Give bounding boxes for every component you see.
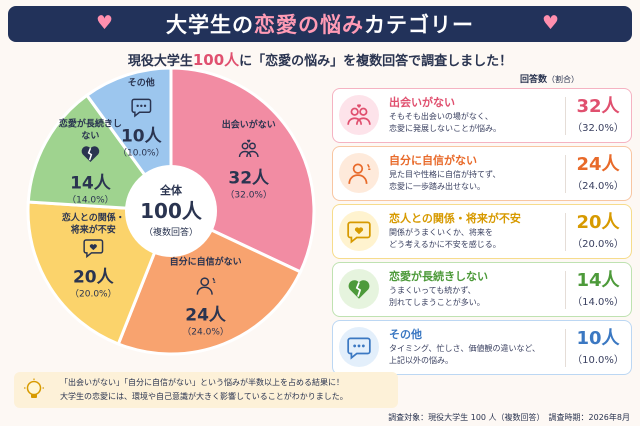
heart-icon: ♥ (96, 12, 114, 34)
slice-label: 出会いがない (222, 119, 276, 131)
slice-label: 自分に自信がない (170, 255, 242, 267)
category-card: 恋人との関係・将来が不安 関係がうまくいくか、将来を どう考えるかに不安を感じる。… (332, 204, 632, 259)
slice-count: 14人 (70, 174, 112, 194)
card-description: タイミング、忙しさ、価値観の違いなど、 上記以外の悩み。 (389, 344, 541, 365)
slice-label: その他 (128, 77, 155, 89)
heart-bubble-icon (83, 239, 104, 259)
card-percent: （14.0%） (572, 297, 624, 308)
slice-label: 将来が不安 (71, 223, 116, 235)
survey-footer: 調査対象：現役大学生 100 人（複数回答） 調査時期：2026年8月 (388, 413, 630, 422)
card-title: 出会いがない (389, 96, 455, 109)
center-total: 100人 (140, 199, 203, 223)
center-label: 全体 (159, 183, 183, 197)
worried-person-icon (339, 153, 379, 193)
summary-note: 「出会いがない」「自分に自信がない」という悩みが半数以上を占める結果に！ 大学生… (14, 372, 398, 408)
category-card: 自分に自信がない 見た目や性格に自信が持てず、 恋愛に一歩踏み出せない。 24人 … (332, 146, 632, 201)
card-description: 見た目や性格に自信が持てず、 恋愛に一歩踏み出せない。 (389, 170, 501, 191)
people-heart-icon (238, 139, 259, 158)
lightbulb-icon (24, 378, 44, 398)
card-description: うまくいっても続かず、 別れてしまうことが多い。 (389, 286, 485, 307)
slice-count: 10人 (121, 127, 163, 147)
broken-heart-icon (339, 269, 379, 309)
note-line: 「出会いがない」「自分に自信がない」という悩みが半数以上を占める結果に！ (60, 378, 344, 387)
legend-header: 回答数（割合） (520, 75, 580, 85)
slice-count: 24人 (185, 305, 227, 325)
slice-count: 20人 (73, 267, 115, 287)
worried-person-icon (196, 277, 216, 295)
card-divider (565, 271, 566, 309)
card-title: その他 (389, 328, 422, 341)
slice-percent: （24.0%） (182, 326, 229, 337)
card-description: 関係がうまくいくか、将来を どう考えるかに不安を感じる。 (389, 228, 501, 249)
card-count: 10人 (576, 328, 620, 349)
card-percent: （32.0%） (572, 123, 624, 134)
title-bar: ♥ 大学生の恋愛の悩みカテゴリー ♥ (8, 6, 632, 42)
slice-percent: （32.0%） (225, 190, 272, 201)
card-divider (565, 329, 566, 367)
page-subtitle: 現役大学生100人に「恋愛の悩み」を複数回答で調査しました！ (127, 51, 513, 69)
speech-bubble-icon (131, 98, 152, 118)
page-title: 大学生の恋愛の悩みカテゴリー (166, 13, 474, 37)
center-circle (125, 165, 217, 257)
card-count: 20人 (576, 212, 620, 233)
card-divider (565, 213, 566, 251)
slice-label: ない (81, 131, 99, 142)
heart-bubble-icon (339, 211, 379, 251)
card-divider (565, 155, 566, 193)
card-count: 32人 (576, 96, 620, 117)
slice-label: 恋人との関係・ (62, 211, 125, 223)
category-card: 出会いがない そもそも出会いの場がなく、 恋愛に発展しないことが悩み。 32人 （… (332, 88, 632, 143)
slice-count: 32人 (228, 169, 270, 189)
people-heart-icon (339, 95, 379, 135)
heart-icon: ♥ (542, 12, 560, 34)
category-card: 恋愛が長続きしない うまくいっても続かず、 別れてしまうことが多い。 14人 （1… (332, 262, 632, 317)
slice-percent: （20.0%） (70, 288, 117, 299)
card-divider (565, 97, 566, 135)
card-title: 恋人との関係・将来が不安 (389, 212, 521, 225)
pie-chart: 出会いがない 32人（32.0%） 自分に自信がない 24人（24.0%） 恋人との関係… (26, 66, 316, 356)
card-title: 自分に自信がない (389, 154, 477, 167)
slice-label: 恋愛が長続きし (59, 118, 122, 130)
broken-heart-icon (81, 146, 100, 163)
slice-percent: （14.0%） (67, 195, 114, 206)
card-count: 24人 (576, 154, 620, 175)
card-percent: （10.0%） (572, 355, 624, 366)
card-title: 恋愛が長続きしない (389, 270, 488, 283)
center-note: （複数回答） (144, 226, 198, 238)
card-description: そもそも出会いの場がなく、 恋愛に発展しないことが悩み。 (389, 112, 501, 133)
category-card: その他 タイミング、忙しさ、価値観の違いなど、 上記以外の悩み。 10人 （10.… (332, 320, 632, 375)
card-percent: （20.0%） (572, 239, 624, 250)
speech-bubble-icon (339, 327, 379, 367)
slice-percent: （10.0%） (118, 148, 165, 159)
card-percent: （24.0%） (572, 181, 624, 192)
card-count: 14人 (576, 270, 620, 291)
note-line: 大学生の恋愛には、環境や自己意識が大きく影響していることがわかりました。 (60, 392, 348, 401)
